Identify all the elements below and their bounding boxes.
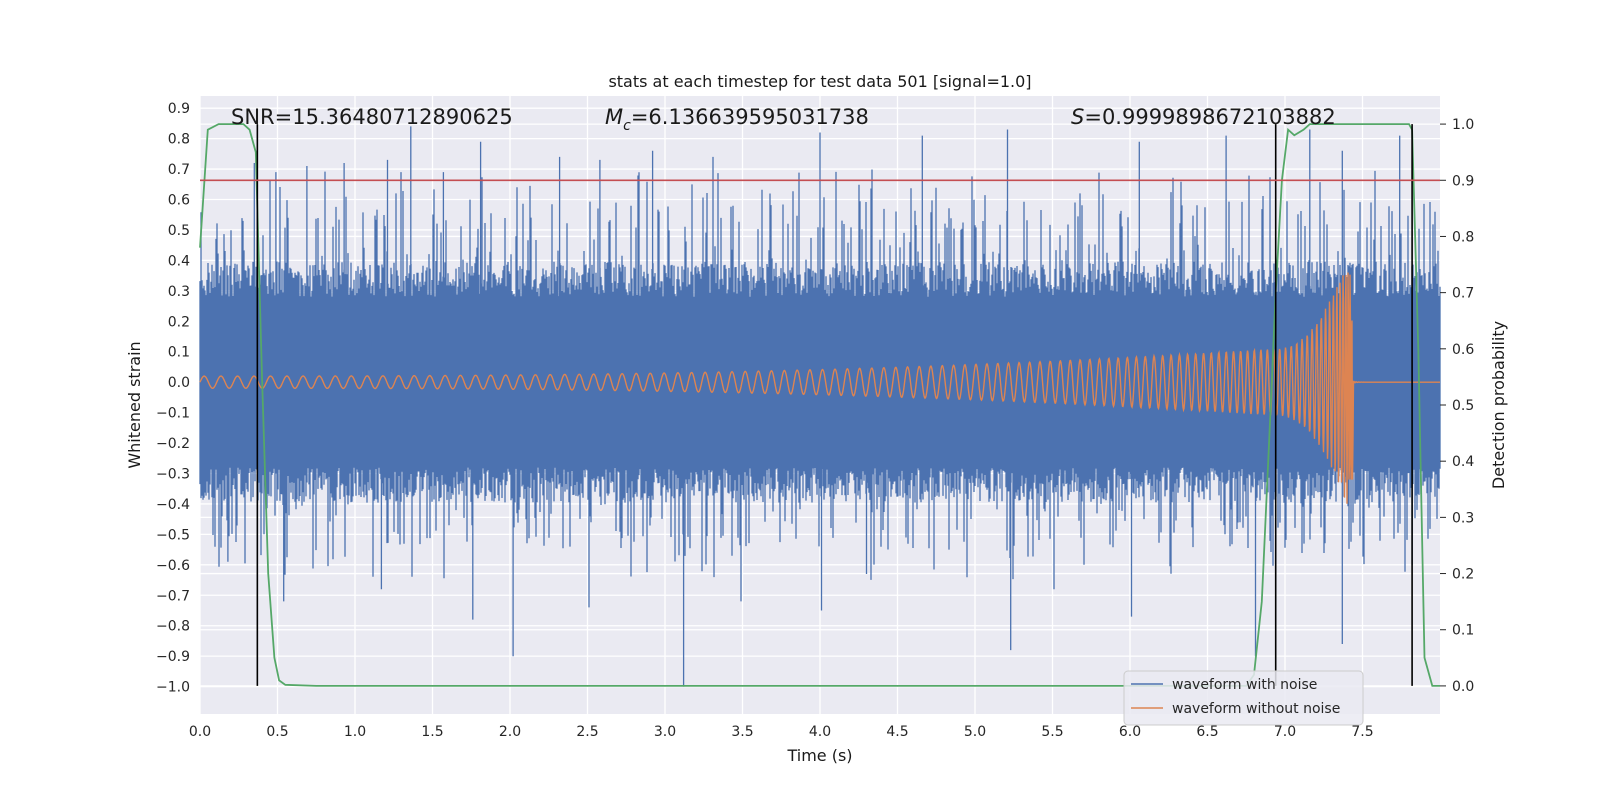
y2-tick-label: 0.3 — [1452, 510, 1474, 526]
legend-label-noise: waveform with noise — [1172, 677, 1317, 693]
y2-tick-label: 0.1 — [1452, 623, 1474, 639]
snr-annotation: SNR=15.36480712890625 — [231, 105, 513, 129]
y-tick-label: −0.8 — [156, 619, 190, 635]
y-tick-label: 0.1 — [168, 345, 190, 361]
x-tick-label: 3.5 — [731, 724, 753, 740]
x-tick-label: 1.5 — [421, 724, 443, 740]
x-axis-label: Time (s) — [786, 746, 852, 765]
x-tick-label: 1.0 — [344, 724, 366, 740]
y-axis-ticks: 0.9 0.8 0.7 0.6 0.5 0.4 0.3 0.2 0.1 0.0 −0.1 −0.2 −0… — [156, 101, 190, 695]
y2-tick-label: 0.9 — [1452, 173, 1474, 189]
x-tick-label: 6.5 — [1196, 724, 1218, 740]
x-tick-label: 4.0 — [809, 724, 831, 740]
vertical-markers — [256, 124, 1413, 686]
y-tick-label: 0.6 — [168, 193, 190, 209]
chart-title: stats at each timestep for test data 501… — [608, 72, 1031, 91]
clean-waveform-path — [199, 272, 1440, 504]
x-tick-label: 0.5 — [266, 724, 288, 740]
score-symbol: S — [1071, 105, 1084, 129]
y-tick-label: −0.9 — [156, 649, 190, 665]
chirp-mass-value: =6.136639595031738 — [631, 105, 869, 129]
x-tick-label: 0.0 — [189, 724, 211, 740]
y-axis-label: Whitened strain — [125, 341, 144, 468]
y-tick-label: 0.4 — [168, 253, 190, 269]
y-tick-label: 0.3 — [168, 284, 190, 300]
y2-tick-label: 0.2 — [1452, 567, 1474, 583]
y2-tick-label: 0.4 — [1452, 454, 1474, 470]
y2-axis-label: Detection probability — [1489, 321, 1508, 489]
y-tick-label: −0.7 — [156, 588, 190, 604]
legend: waveform with noise waveform without noi… — [1123, 670, 1364, 726]
chirp-mass-subscript: c — [623, 118, 631, 134]
y-tick-label: −0.4 — [156, 497, 190, 513]
x-tick-label: 6.0 — [1119, 724, 1141, 740]
chirp-mass-symbol: M — [605, 105, 623, 129]
y2-tick-label: 0.0 — [1452, 679, 1474, 695]
x-tick-label: 7.5 — [1351, 724, 1373, 740]
y2-tick-label: 0.6 — [1452, 342, 1474, 358]
y2-tick-label: 0.5 — [1452, 398, 1474, 414]
chirp-mass-annotation: Mc=6.136639595031738 — [605, 105, 869, 134]
y-tick-label: −0.6 — [156, 558, 190, 574]
y-tick-label: −0.2 — [156, 436, 190, 452]
y-tick-label: −0.5 — [156, 527, 190, 543]
y-tick-label: 0.9 — [168, 101, 190, 117]
legend-label-clean: waveform without noise — [1172, 701, 1340, 717]
legend-box — [1123, 670, 1364, 726]
x-tick-label: 4.5 — [886, 724, 908, 740]
y-tick-label: −0.3 — [156, 466, 190, 482]
x-tick-label: 2.0 — [499, 724, 521, 740]
y2-axis-ticks: 1.0 0.9 0.8 0.7 0.6 0.5 0.4 0.3 0.2 0.1 0.0 — [1440, 117, 1474, 695]
y-tick-label: −0.1 — [156, 406, 190, 422]
x-axis-ticks: 0.0 0.5 1.0 1.5 2.0 2.5 3.0 3.5 4.0 4.5 5.0 5.5 6.0 6… — [189, 724, 1374, 740]
score-annotation: S=0.9999898672103882 — [1071, 105, 1336, 129]
y2-tick-label: 0.8 — [1452, 229, 1474, 245]
y2-tick-label: 1.0 — [1452, 117, 1474, 133]
x-tick-label: 3.0 — [654, 724, 676, 740]
x-tick-label: 5.5 — [1041, 724, 1063, 740]
x-tick-label: 2.5 — [576, 724, 598, 740]
y-tick-label: 0.7 — [168, 162, 190, 178]
x-tick-label: 7.0 — [1274, 724, 1296, 740]
y-tick-label: 0.8 — [168, 132, 190, 148]
y-tick-label: 0.0 — [168, 375, 190, 391]
y-tick-label: 0.2 — [168, 314, 190, 330]
series-waveform-without-noise — [199, 272, 1440, 504]
y-tick-label: −1.0 — [156, 680, 190, 696]
x-tick-label: 5.0 — [964, 724, 986, 740]
y-tick-label: 0.5 — [168, 223, 190, 239]
score-value: =0.9999898672103882 — [1084, 105, 1335, 129]
y2-tick-label: 0.7 — [1452, 286, 1474, 302]
